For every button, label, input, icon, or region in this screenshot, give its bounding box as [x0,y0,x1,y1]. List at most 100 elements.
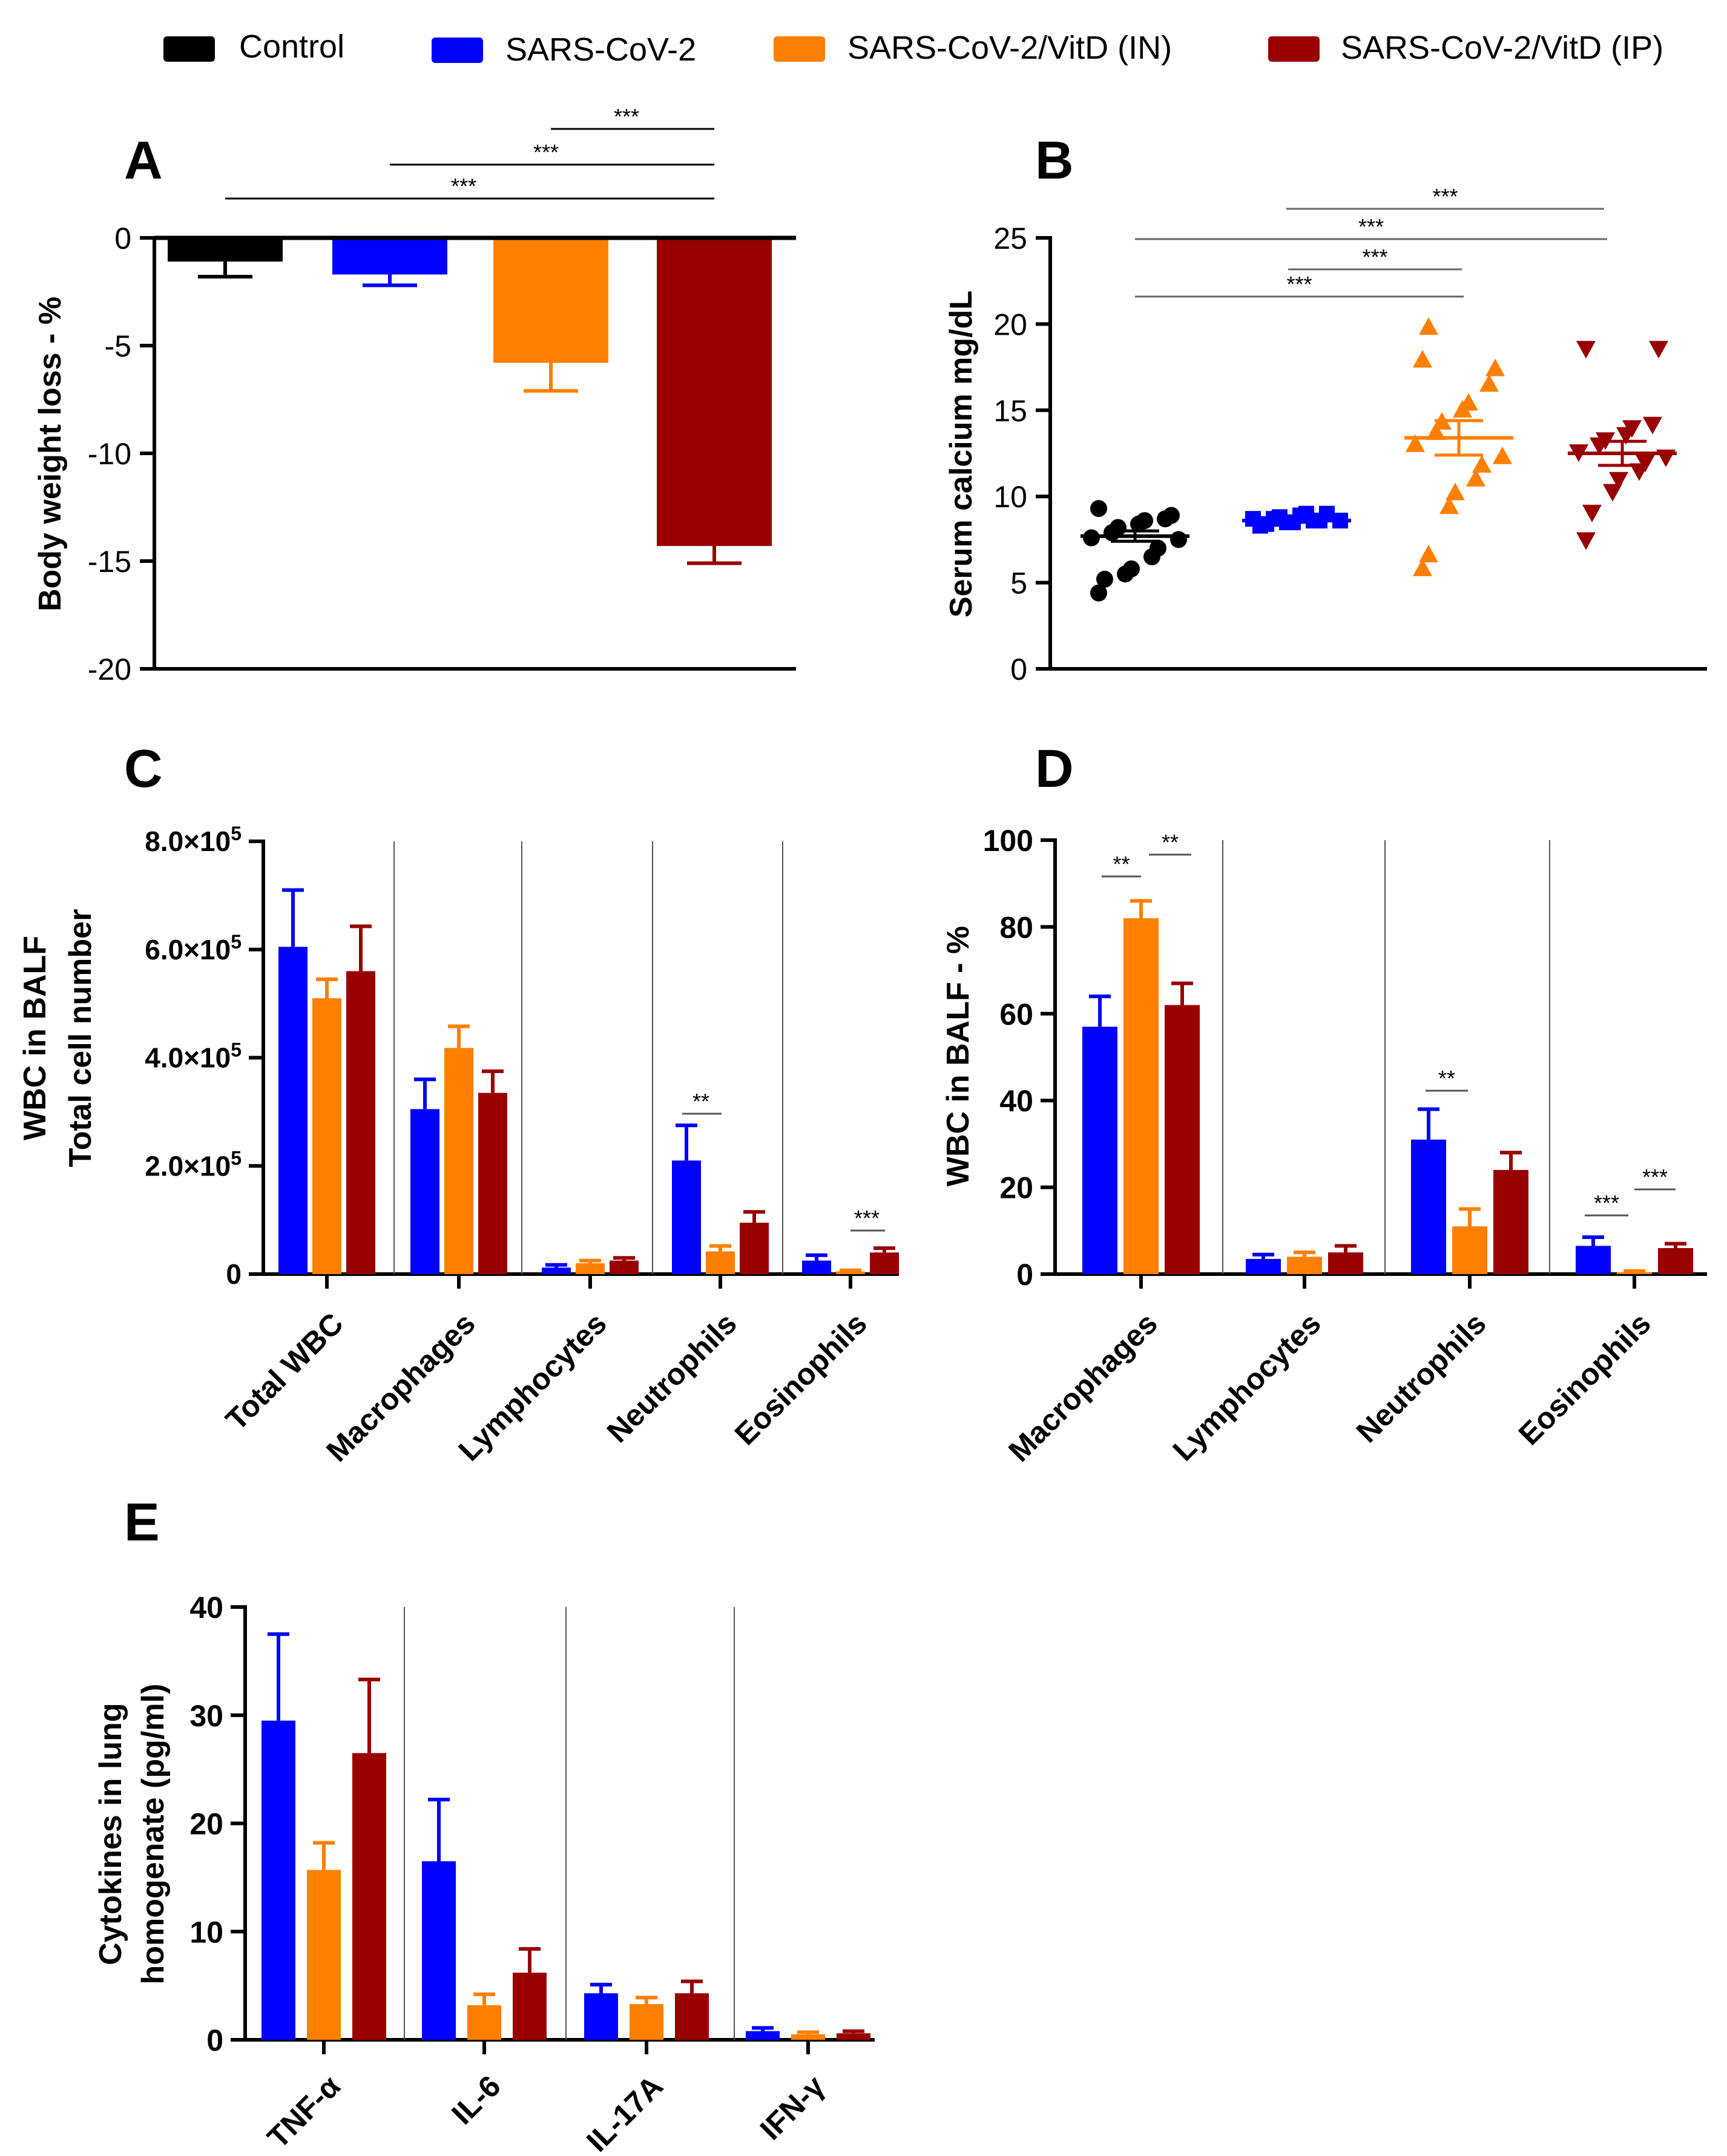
y-tick-label: 25 [993,222,1027,255]
bar [352,1753,386,2040]
y-tick-label: -15 [88,545,131,579]
data-point [1150,539,1166,557]
data-point [1493,446,1512,464]
y-tick-label: 5 [1010,567,1027,600]
significance-label: *** [1432,184,1458,209]
bar [657,238,772,547]
panel-letter-d: D [1035,738,1074,798]
panel-b-serum-calcium-chart: 0 5 10 15 20 25 Serum calcium mg/dL *** *** *** **… [944,184,1707,686]
data-point [1576,532,1596,550]
y-tick-label: 30 [189,1699,223,1733]
y-tick-label: 4.0×105 [145,1039,242,1074]
bar [168,238,283,262]
bar [1617,1272,1652,1274]
data-point [1136,512,1153,530]
data-point [1096,570,1113,588]
data-point [1603,484,1622,502]
legend: Control SARS-CoV-2 SARS-CoV-2/VitD (IN) … [163,28,1663,68]
data-point [1413,350,1432,368]
bar [493,238,608,363]
bar [410,1109,439,1274]
data-point [1170,531,1187,548]
data-point [1582,504,1602,522]
data-point [1123,560,1140,577]
bar [444,1048,473,1274]
data-point [1426,422,1446,440]
bar [1165,1005,1200,1274]
data-point [1406,434,1425,452]
legend-label-vitd-in: SARS-CoV-2/VitD (IN) [847,30,1172,66]
significance-label: *** [1594,1191,1619,1215]
panel-letter-a: A [124,130,163,190]
significance-label: *** [1286,272,1312,297]
y-tick-label: 0 [206,2023,223,2057]
y-axis-title-line2: homogenate (pg/ml) [136,1684,171,1985]
y-axis-title: Serum calcium mg/dL [944,291,979,617]
legend-swatch-sars [432,38,483,63]
y-tick-label: 80 [999,910,1033,944]
bar [278,947,308,1274]
bar [1493,1169,1528,1274]
data-point [1649,341,1668,359]
panel-letter-e: E [124,1492,160,1552]
y-tick-label: -5 [105,329,131,363]
data-point [1466,468,1485,487]
y-tick-label: 15 [993,394,1027,428]
y-axis-title: WBC in BALF - % [941,926,976,1186]
data-point [1479,374,1499,392]
significance-label: *** [1642,1165,1668,1189]
bar [630,2004,663,2040]
bar [513,1973,547,2040]
bar [610,1260,639,1274]
significance-label: *** [451,174,476,199]
y-tick-label: 10 [189,1915,223,1949]
bar [422,1861,456,2040]
bar [746,2031,780,2040]
y-tick-label: 100 [983,824,1033,858]
data-point [1609,472,1628,490]
data-point [1472,455,1492,473]
bar [675,1993,709,2040]
significance-label: ** [1113,852,1130,876]
significance-label: *** [1362,245,1387,269]
significance-label: *** [533,140,559,165]
bar [1287,1257,1322,1274]
bar [478,1093,507,1274]
panel-letter-c: C [124,738,163,798]
bar [870,1252,899,1274]
data-point [1636,455,1655,473]
bar [1082,1027,1117,1274]
data-point [1090,584,1107,602]
legend-label-vitd-ip: SARS-CoV-2/VitD (IP) [1341,30,1663,66]
y-axis-title-line2: Total cell number [63,909,98,1168]
bar [837,2033,870,2040]
bar [346,971,375,1274]
y-tick-label: 0 [226,1258,242,1290]
y-tick-label: 2.0×105 [145,1147,242,1182]
significance-label: *** [854,1206,880,1231]
y-tick-label: 0 [1010,652,1027,686]
y-tick-label: 0 [114,222,131,255]
y-axis-title-line1: WBC in BALF [18,936,53,1140]
y-tick-label: 20 [993,307,1027,341]
bar [332,238,447,275]
bar [706,1251,735,1274]
y-tick-label: -10 [88,437,131,471]
bar [542,1267,571,1274]
data-point [1643,416,1662,435]
bar [791,2034,825,2040]
bar [1328,1252,1363,1274]
bar [1123,918,1159,1274]
bar [1658,1247,1693,1274]
y-tick-label: 60 [999,997,1033,1031]
data-point [1622,420,1642,438]
significance-label: *** [1358,214,1384,239]
bar [576,1263,605,1274]
legend-label-sars: SARS-CoV-2 [505,31,696,68]
bar [584,1993,618,2040]
y-tick-label: 20 [189,1807,223,1841]
bar [1246,1258,1281,1274]
data-point [1419,317,1438,335]
y-tick-label: 6.0×105 [145,931,242,965]
